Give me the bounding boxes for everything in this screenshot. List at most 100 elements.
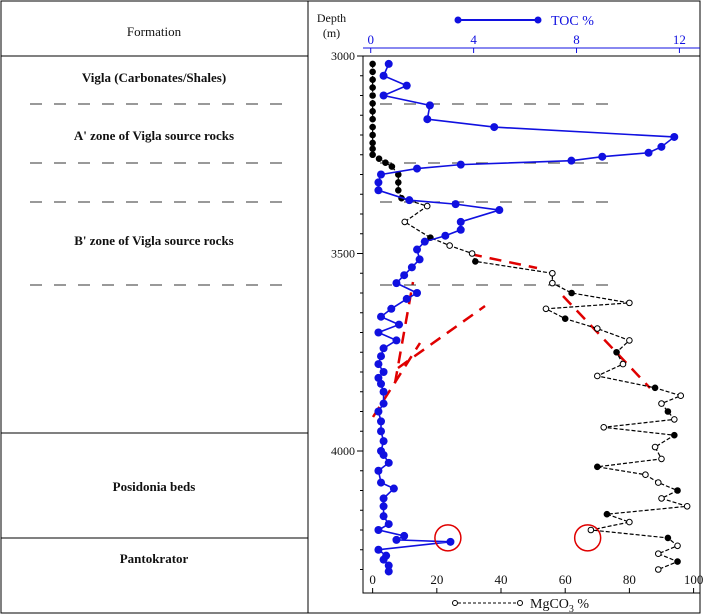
toc-point	[456, 225, 465, 234]
trend-line	[469, 252, 538, 270]
toc-tick-label: 8	[573, 32, 580, 47]
mgco3-point	[671, 416, 678, 423]
mgco3-point	[388, 163, 396, 170]
mgco3-point	[568, 289, 575, 297]
mgco3-point	[369, 84, 376, 91]
mgco3-point	[369, 123, 376, 131]
mgco3-tick-label: 100	[684, 572, 704, 587]
mgco3-point	[658, 400, 665, 407]
toc-point	[384, 567, 393, 576]
toc-point	[379, 399, 388, 408]
toc-point	[379, 512, 388, 521]
toc-point	[413, 164, 422, 173]
mgco3-point	[542, 305, 550, 313]
toc-point	[374, 526, 383, 534]
toc-tick-label: 4	[470, 32, 477, 47]
formation-label-posidonia: Posidonia beds	[112, 479, 196, 494]
toc-tick-label: 12	[673, 32, 686, 47]
toc-point	[374, 407, 383, 416]
toc-point	[670, 132, 679, 141]
mgco3-point	[593, 372, 601, 380]
toc-point	[387, 304, 396, 313]
formation-label-pantokrator: Pantokrator	[119, 551, 189, 566]
mgco3-legend-marker	[452, 600, 458, 606]
toc-point	[379, 494, 388, 503]
mgco3-point	[677, 392, 685, 400]
mgco3-point	[626, 518, 633, 526]
mgco3-tick-label: 20	[430, 572, 443, 587]
mgco3-point	[561, 315, 569, 322]
plot-frame	[362, 55, 701, 594]
toc-point	[395, 320, 404, 329]
depth-axis-unit: (m)	[322, 26, 341, 40]
toc-point	[407, 263, 416, 272]
toc-point	[425, 101, 434, 110]
toc-point	[402, 81, 411, 90]
formation-label-a-zone: A' zone of Vigla source rocks	[73, 128, 235, 143]
depth-axis-title: Depth	[316, 11, 347, 25]
toc-point	[377, 478, 386, 487]
highlight-circle	[434, 524, 462, 552]
mgco3-point	[401, 218, 409, 226]
toc-point	[451, 200, 460, 209]
mgco3-point	[658, 495, 665, 502]
toc-point	[384, 561, 393, 570]
toc-point	[379, 555, 388, 564]
mgco3-legend-marker	[517, 600, 523, 606]
mgco3-point	[369, 92, 376, 99]
toc-point	[392, 279, 401, 288]
toc-point	[374, 466, 383, 475]
formation-label-b-zone: B' zone of Vigla source rocks	[74, 233, 234, 248]
toc-point	[567, 156, 576, 165]
mgco3-point	[369, 115, 376, 123]
toc-point	[374, 360, 383, 369]
mgco3-point	[619, 360, 627, 368]
toc-point	[374, 178, 383, 187]
toc-point	[379, 450, 388, 459]
toc-point	[379, 91, 388, 100]
toc-point	[400, 271, 409, 280]
toc-point	[377, 427, 386, 436]
toc-point	[379, 437, 388, 446]
toc-legend-marker	[454, 16, 462, 24]
toc-point	[384, 458, 393, 467]
mgco3-point	[395, 179, 402, 186]
mgco3-tick-label: 60	[559, 572, 572, 587]
mgco3-point	[369, 151, 376, 159]
toc-axis-label: TOC %	[551, 14, 594, 29]
toc-point	[379, 71, 388, 80]
mgco3-point	[674, 542, 681, 550]
depth-tick-label: 3000	[331, 49, 355, 63]
mgco3-series-line	[372, 63, 688, 571]
toc-point	[389, 484, 398, 493]
mgco3-point	[423, 202, 431, 210]
mgco3-point	[369, 100, 376, 107]
toc-point	[384, 520, 393, 529]
mgco3-point	[664, 534, 672, 542]
toc-point	[379, 368, 388, 376]
toc-point	[456, 217, 465, 226]
mgco3-tick-label: 80	[623, 572, 636, 587]
mgco3-point	[626, 299, 633, 307]
toc-point	[402, 294, 411, 303]
mgco3-tick-label: 40	[495, 572, 508, 587]
toc-point	[392, 336, 401, 345]
toc-point	[657, 142, 666, 151]
trend-line	[562, 295, 651, 389]
toc-point	[392, 535, 401, 544]
mgco3-point	[593, 325, 601, 332]
toc-point	[423, 115, 432, 124]
toc-series-line	[376, 63, 677, 572]
mgco3-point	[472, 258, 479, 265]
mgco3-point	[369, 76, 376, 83]
mgco3-point	[674, 487, 681, 494]
mgco3-point	[395, 187, 402, 194]
mgco3-point	[549, 279, 556, 287]
toc-legend-marker	[534, 16, 542, 24]
toc-point	[490, 123, 499, 132]
mgco3-tick-label: 0	[369, 572, 376, 587]
mgco3-point	[654, 479, 662, 486]
mgco3-point	[593, 463, 601, 471]
